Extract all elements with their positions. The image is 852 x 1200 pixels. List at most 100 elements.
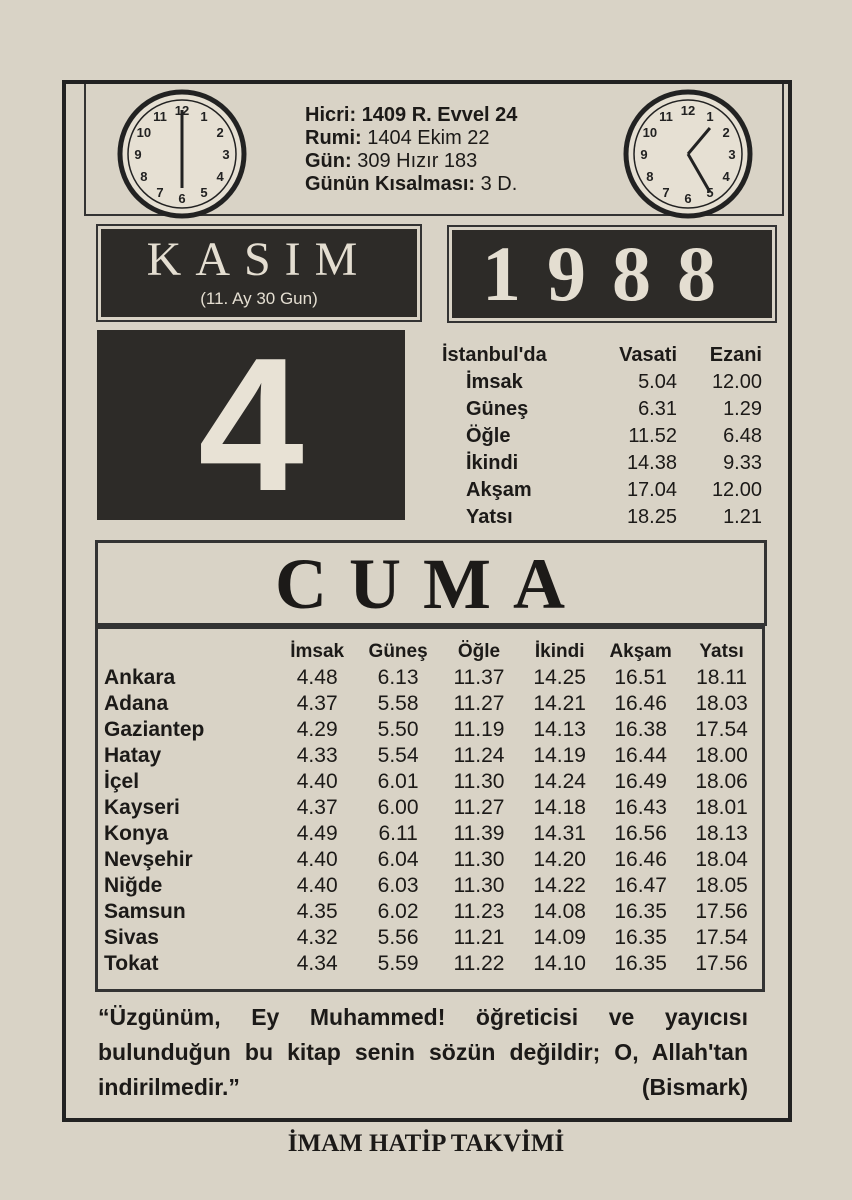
time-cell: 5.54 <box>377 744 419 767</box>
time-cell: 5.56 <box>377 926 419 949</box>
time-cell: 6.03 <box>377 874 419 897</box>
svg-text:12: 12 <box>681 103 695 118</box>
time-cell: 6.11 <box>378 822 418 845</box>
time-cell: 16.35 <box>614 900 667 923</box>
city-name: Kayseri <box>104 796 180 819</box>
kisalma-value: 3 D. <box>480 173 518 195</box>
gun-value: 309 Hızır 183 <box>357 150 478 172</box>
column-header: İmsak <box>290 641 345 662</box>
time-cell: 4.37 <box>296 796 338 819</box>
time-cell: 6.13 <box>377 666 419 689</box>
time-cell: 14.13 <box>533 718 586 741</box>
prayer-name: İmsak <box>466 371 523 393</box>
weekday: CUMA <box>95 540 767 626</box>
svg-text:3: 3 <box>222 147 229 162</box>
city-name: Hatay <box>104 744 162 767</box>
year-box: 1988 <box>447 225 777 323</box>
time-cell: 4.35 <box>296 900 338 923</box>
time-cell: 18.01 <box>695 796 748 819</box>
svg-text:6: 6 <box>178 191 185 206</box>
time-cell: 5.59 <box>377 952 419 975</box>
time-cell: 11.22 <box>453 952 505 975</box>
hijri-value: 1409 R. Evvel 24 <box>361 104 518 126</box>
time-cell: 14.20 <box>533 848 586 871</box>
hijri-label: Hicri: <box>305 104 357 126</box>
time-cell: 14.31 <box>533 822 586 845</box>
svg-text:5: 5 <box>200 185 207 200</box>
svg-text:3: 3 <box>728 147 735 162</box>
time-cell: 6.00 <box>377 796 419 819</box>
svg-text:11: 11 <box>153 109 167 124</box>
day-number: 4 <box>97 330 405 520</box>
ezani-time: 1.21 <box>723 506 762 528</box>
istanbul-row: İmsak 5.04 12.00 <box>442 369 762 396</box>
quote-text: “Üzgünüm, Ey Muhammed! öğreticisi ve yay… <box>98 1004 748 1100</box>
time-cell: 14.21 <box>533 692 586 715</box>
column-header: Güneş <box>368 641 428 662</box>
prayer-name: Güneş <box>466 398 529 420</box>
time-cell: 11.23 <box>453 900 505 923</box>
svg-text:11: 11 <box>659 109 673 124</box>
city-col-header <box>104 639 277 665</box>
city-name: Nevşehir <box>104 848 193 871</box>
istanbul-row: Akşam 17.04 12.00 <box>442 477 762 504</box>
svg-text:10: 10 <box>137 125 151 140</box>
prayer-name: İkindi <box>466 452 519 474</box>
vasati-time: 11.52 <box>628 425 677 447</box>
time-cell: 16.35 <box>614 926 667 949</box>
table-row: Niğde 4.40 6.03 11.30 14.22 16.47 18.05 <box>104 873 762 899</box>
time-cell: 16.43 <box>614 796 667 819</box>
city-name: Adana <box>104 692 169 715</box>
svg-text:8: 8 <box>140 169 147 184</box>
ezani-time: 1.29 <box>723 398 762 420</box>
column-header: İkindi <box>534 641 585 662</box>
time-cell: 14.10 <box>533 952 586 975</box>
month-subtitle: (11. Ay 30 Gun) <box>200 289 318 308</box>
time-cell: 16.49 <box>614 770 667 793</box>
svg-text:4: 4 <box>216 169 224 184</box>
vasati-time: 18.25 <box>626 506 677 528</box>
time-cell: 14.08 <box>533 900 586 923</box>
time-cell: 14.19 <box>533 744 586 767</box>
table-row: Sivas 4.32 5.56 11.21 14.09 16.35 17.54 <box>104 925 762 951</box>
vasati-time: 17.04 <box>626 479 677 501</box>
header-frame <box>84 84 784 216</box>
time-cell: 11.37 <box>453 666 505 689</box>
time-cell: 4.49 <box>296 822 338 845</box>
time-cell: 4.34 <box>296 952 338 975</box>
city-times-table: İmsak Güneş Öğle İkindi Akşam Yatsı Ankara 4.4… <box>95 626 765 992</box>
time-cell: 4.32 <box>296 926 338 949</box>
time-cell: 18.06 <box>695 770 748 793</box>
istanbul-header: İstanbul'da Vasati Ezani <box>442 342 762 369</box>
time-cell: 4.29 <box>296 718 338 741</box>
time-cell: 4.33 <box>296 744 338 767</box>
time-cell: 6.01 <box>377 770 419 793</box>
table-row: Tokat 4.34 5.59 11.22 14.10 16.35 17.56 <box>104 951 762 977</box>
istanbul-row: Yatsı 18.25 1.21 <box>442 504 762 531</box>
city-name: Ankara <box>104 666 176 689</box>
time-cell: 4.40 <box>296 848 338 871</box>
time-cell: 17.54 <box>695 718 748 741</box>
table-row: Adana 4.37 5.58 11.27 14.21 16.46 18.03 <box>104 691 762 717</box>
time-cell: 16.51 <box>614 666 667 689</box>
ezani-time: 9.33 <box>723 452 762 474</box>
ezani-time: 6.48 <box>723 425 762 447</box>
table-row: Hatay 4.33 5.54 11.24 14.19 16.44 18.00 <box>104 743 762 769</box>
vasati-time: 5.04 <box>638 371 677 393</box>
time-cell: 18.04 <box>695 848 748 871</box>
vasati-time: 14.38 <box>626 452 677 474</box>
time-cell: 5.58 <box>377 692 419 715</box>
gun-label: Gün: <box>305 150 352 172</box>
col-vasati: Vasati <box>619 344 677 366</box>
svg-text:4: 4 <box>722 169 730 184</box>
table-row: Ankara 4.48 6.13 11.37 14.25 16.51 18.11 <box>104 665 762 691</box>
rumi-value: 1404 Ekim 22 <box>367 127 490 149</box>
time-cell: 11.27 <box>453 796 505 819</box>
time-cell: 14.24 <box>533 770 586 793</box>
time-cell: 4.40 <box>296 770 338 793</box>
city-name: Konya <box>104 822 169 845</box>
quote: “Üzgünüm, Ey Muhammed! öğreticisi ve yay… <box>98 1000 748 1105</box>
time-cell: 18.00 <box>695 744 748 767</box>
